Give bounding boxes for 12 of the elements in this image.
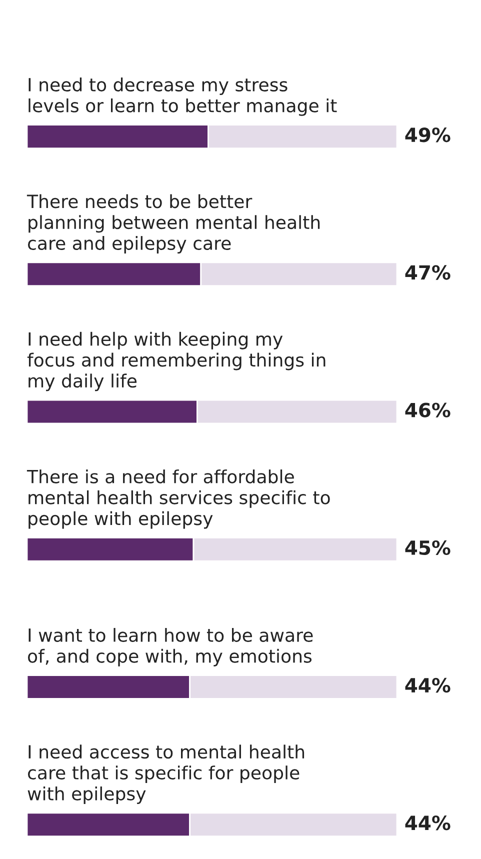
data-label: 44% — [405, 816, 450, 830]
y-tick-label: There needs to be better planning between mental health care and epilepsy care — [26, 194, 320, 254]
y-tick-label: I want to learn how to be aware of, and cope with, my emotions — [28, 628, 313, 666]
y-tick-label: There is a need for affordable mental health services specific to people with epilepsy — [26, 469, 330, 529]
data-label: 47% — [405, 265, 450, 280]
y-tick-label: I need to decrease my stress levels or learn to better manage it — [28, 78, 337, 116]
data-label: 49% — [405, 128, 450, 142]
data-label: 45% — [405, 540, 450, 556]
data-label: 44% — [405, 678, 450, 693]
y-tick-label: I need help with keeping my focus and remembering things in my daily life — [27, 332, 326, 392]
data-label: 46% — [405, 402, 450, 418]
y-tick-label: I need access to mental health care that is specific for people with epilepsy — [28, 744, 304, 804]
